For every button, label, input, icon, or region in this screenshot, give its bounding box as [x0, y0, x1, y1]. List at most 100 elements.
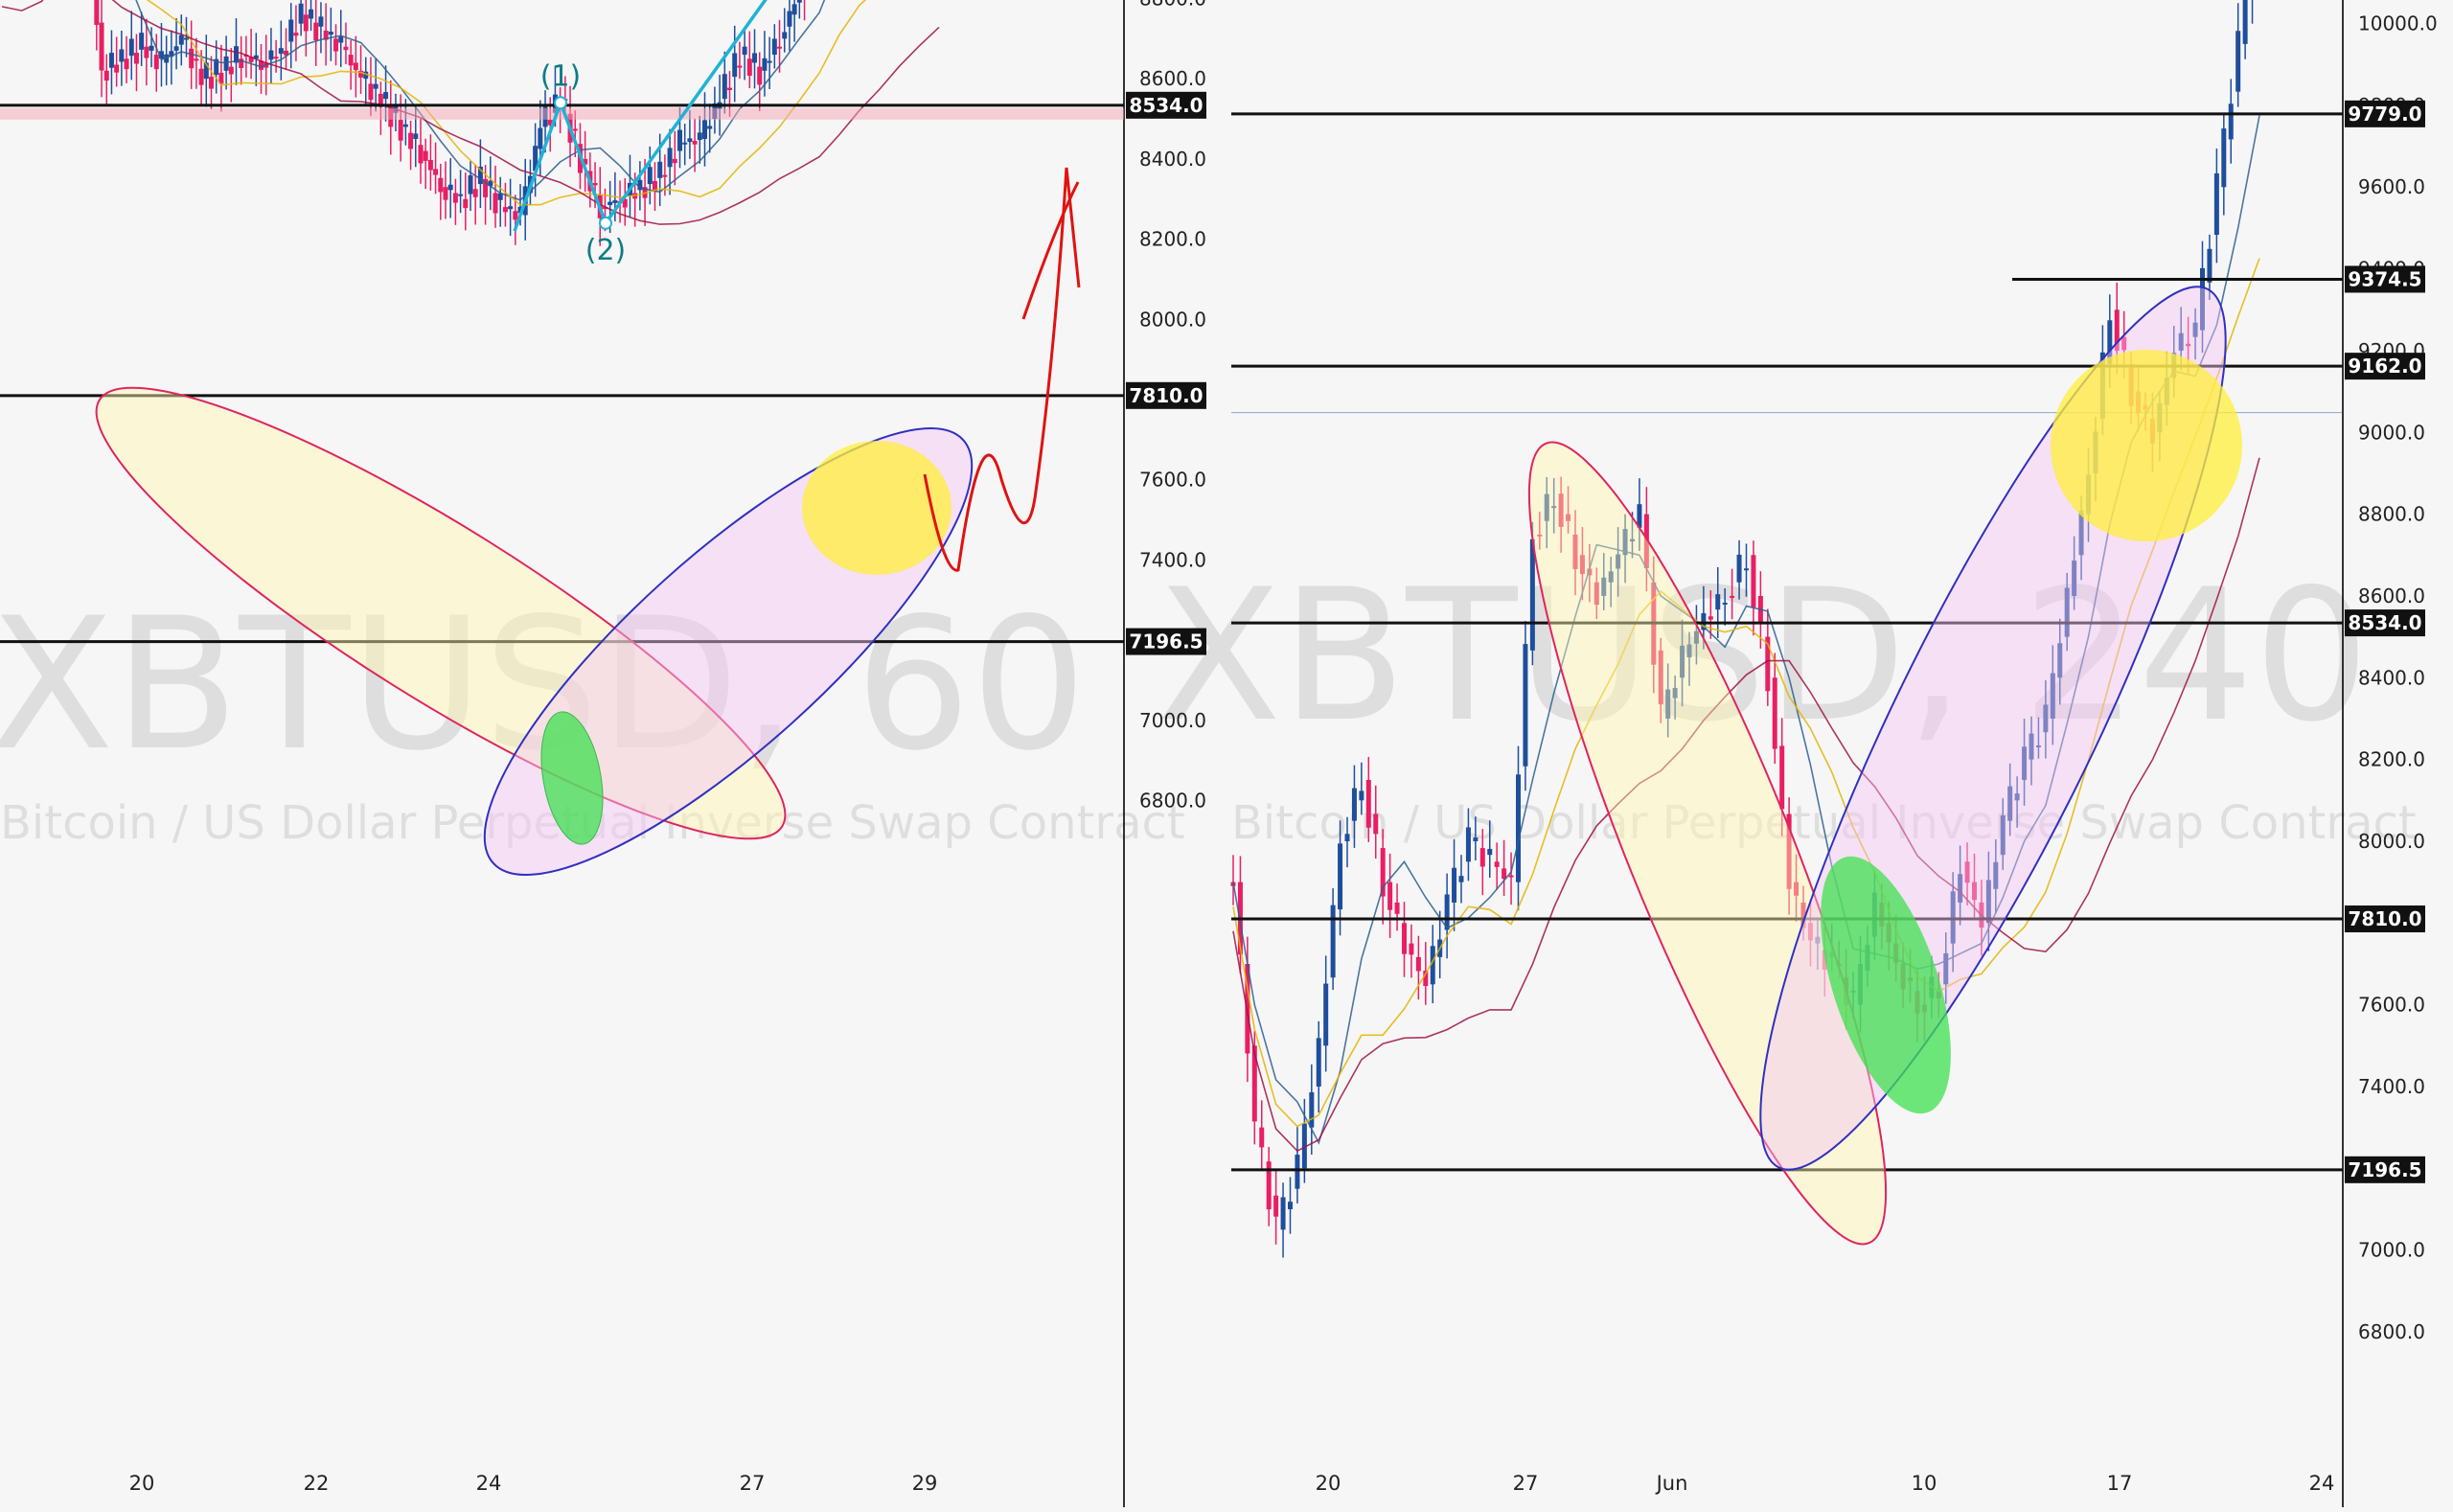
y-tick-label: 6800.0 — [1139, 790, 1206, 813]
candle-body — [1993, 861, 1999, 889]
candle-body — [1444, 894, 1450, 930]
candle-body — [667, 148, 673, 168]
candle-body — [1708, 616, 1713, 620]
candle-body — [2007, 786, 2013, 821]
candle-body — [1637, 504, 1642, 528]
candle-body — [2043, 704, 2049, 733]
candle-body — [702, 120, 707, 139]
candle-body — [298, 3, 304, 24]
candle-body — [1494, 861, 1500, 867]
candle-body — [189, 48, 195, 69]
candle-body — [293, 33, 299, 36]
level-label: 7196.5 — [1129, 630, 1203, 653]
candle-body — [259, 60, 264, 70]
candle-body — [1523, 644, 1528, 767]
y-tick-label: 8200.0 — [1139, 228, 1206, 251]
candle-body — [198, 68, 204, 85]
candle-body — [1479, 848, 1485, 867]
candle-body — [1402, 923, 1407, 954]
candle-body — [1537, 534, 1543, 537]
candle-body — [767, 60, 772, 63]
candle-body — [273, 57, 279, 59]
x-tick-label: 24 — [2309, 1472, 2335, 1495]
wave-point — [554, 96, 567, 110]
candle-body — [672, 158, 677, 164]
candle-body — [284, 50, 289, 56]
candle-body — [1415, 956, 1421, 972]
wave-2-ellipse — [540, 711, 604, 845]
candle-body — [1544, 493, 1549, 521]
candle-body — [303, 14, 309, 32]
candle-body — [2207, 248, 2212, 283]
candle-body — [1373, 813, 1379, 835]
candle-body — [402, 124, 408, 127]
candle-body — [732, 53, 738, 78]
level-label: 7196.5 — [2348, 1158, 2421, 1181]
accumulation-ellipse — [1821, 856, 1951, 1114]
candle-body — [427, 159, 433, 171]
candle-body — [1587, 568, 1593, 576]
candle-body — [737, 65, 743, 68]
candle-body — [1722, 603, 1728, 606]
candle-body — [1593, 582, 1599, 606]
level-label: 9779.0 — [2348, 103, 2421, 126]
candle-body — [682, 142, 688, 145]
level-label-box — [2345, 265, 2425, 293]
candle-body — [1765, 636, 1771, 692]
candle-body — [1465, 827, 1471, 862]
candle-body — [1423, 971, 1429, 987]
candle-body — [2022, 746, 2028, 780]
candle-body — [348, 55, 354, 66]
y-tick-label: 7000.0 — [2358, 1239, 2425, 1262]
candle-body — [1351, 788, 1357, 821]
candle-body — [1822, 950, 1827, 971]
candle-body — [692, 141, 698, 145]
candle-body — [373, 83, 378, 89]
candle-body — [1786, 813, 1792, 889]
right-annotations — [1527, 286, 2242, 1246]
candle-body — [513, 211, 518, 220]
level-label: 9374.5 — [2348, 267, 2421, 290]
candle-body — [353, 62, 358, 71]
y-tick-label: 8400.0 — [2358, 666, 2425, 689]
candle-body — [248, 57, 254, 62]
candle-body — [203, 62, 209, 80]
candle-body — [1452, 867, 1457, 903]
candle-body — [771, 38, 777, 56]
candle-body — [488, 180, 493, 187]
candle-body — [1288, 1202, 1293, 1209]
candle-body — [2050, 673, 2055, 719]
candle-body — [1344, 834, 1350, 841]
candle-body — [363, 71, 369, 80]
level-label-box — [2345, 100, 2425, 127]
y-tick-label: 8400.0 — [1139, 148, 1206, 171]
candle-body — [583, 158, 588, 165]
candle-body — [234, 46, 239, 63]
candle-body — [318, 16, 324, 27]
candle-body — [2242, 0, 2248, 44]
candle-body — [1943, 952, 1949, 985]
candle-body — [1680, 645, 1685, 678]
y-tick-label: 8800.0 — [1139, 0, 1206, 11]
x-tick-label: Jun — [1655, 1472, 1688, 1495]
candle-body — [383, 92, 389, 100]
candle-body — [358, 70, 364, 78]
y-tick-label: 7000.0 — [1139, 709, 1206, 732]
candle-body — [2064, 587, 2070, 637]
candle-body — [1779, 745, 1785, 810]
candle-body — [1622, 529, 1628, 556]
candle-body — [1558, 493, 1564, 527]
y-tick-label: 7400.0 — [1139, 548, 1206, 571]
panel-right: XBTUSD, 240 Bitcoin / US Dollar Perpetual… — [1157, 0, 2438, 1495]
candle-body — [787, 11, 792, 27]
candle-body — [2228, 103, 2234, 140]
candle-body — [1259, 1127, 1265, 1148]
candle-body — [1751, 555, 1756, 607]
candle-body — [323, 30, 329, 40]
candle-body — [438, 177, 444, 193]
candle-body — [452, 193, 458, 203]
candle-body — [1551, 506, 1557, 509]
